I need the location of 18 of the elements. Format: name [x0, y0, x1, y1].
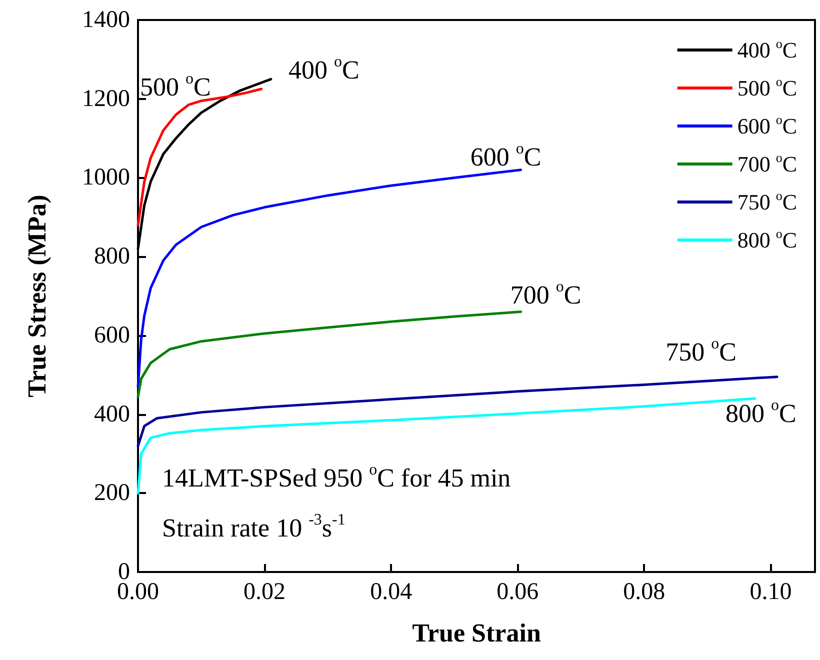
- x-tick-label: 0.04: [370, 579, 412, 605]
- y-tick-label: 800: [94, 244, 130, 270]
- line-series: [136, 310, 522, 398]
- y-axis-title: True Stress (MPa): [22, 194, 52, 398]
- y-tick-label: 1000: [82, 164, 130, 191]
- x-tick-label: 0.10: [750, 579, 792, 605]
- line-series: [136, 78, 272, 250]
- y-tick-label: 600: [94, 322, 130, 348]
- y-tick-label: 200: [94, 480, 130, 506]
- x-tick-label: 0.06: [496, 579, 539, 605]
- x-tick-label: 0.00: [117, 579, 159, 605]
- y-tick-label: 400: [94, 401, 130, 428]
- x-tick-label: 0.02: [244, 579, 286, 605]
- x-tick-label: 0.08: [623, 579, 666, 605]
- x-axis-title: True Strain: [412, 618, 542, 648]
- y-tick-label: 1200: [82, 86, 130, 112]
- y-tick-label: 1400: [82, 7, 130, 33]
- line-series: [136, 376, 778, 448]
